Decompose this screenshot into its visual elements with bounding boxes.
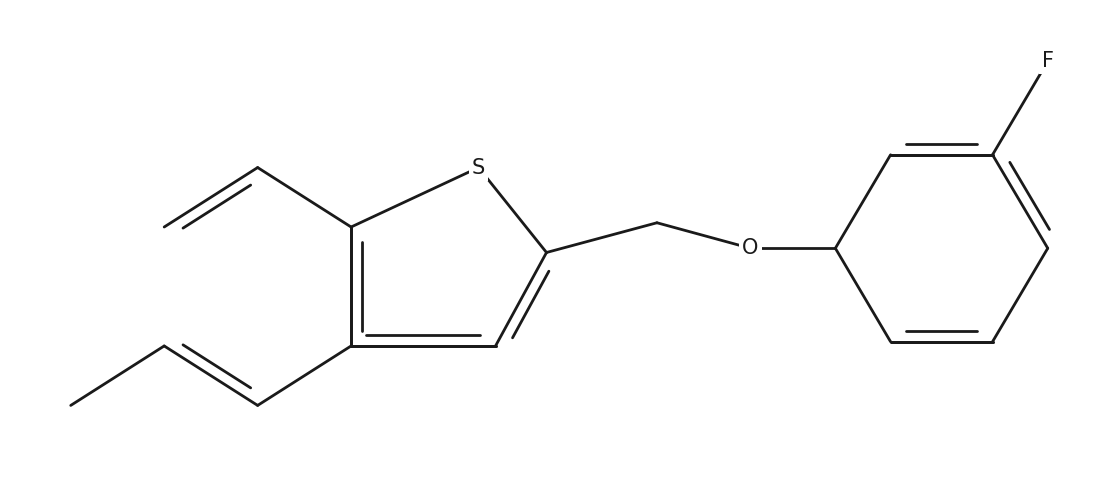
Text: S: S xyxy=(472,158,485,178)
Text: F: F xyxy=(1042,51,1053,71)
Text: O: O xyxy=(743,238,758,258)
